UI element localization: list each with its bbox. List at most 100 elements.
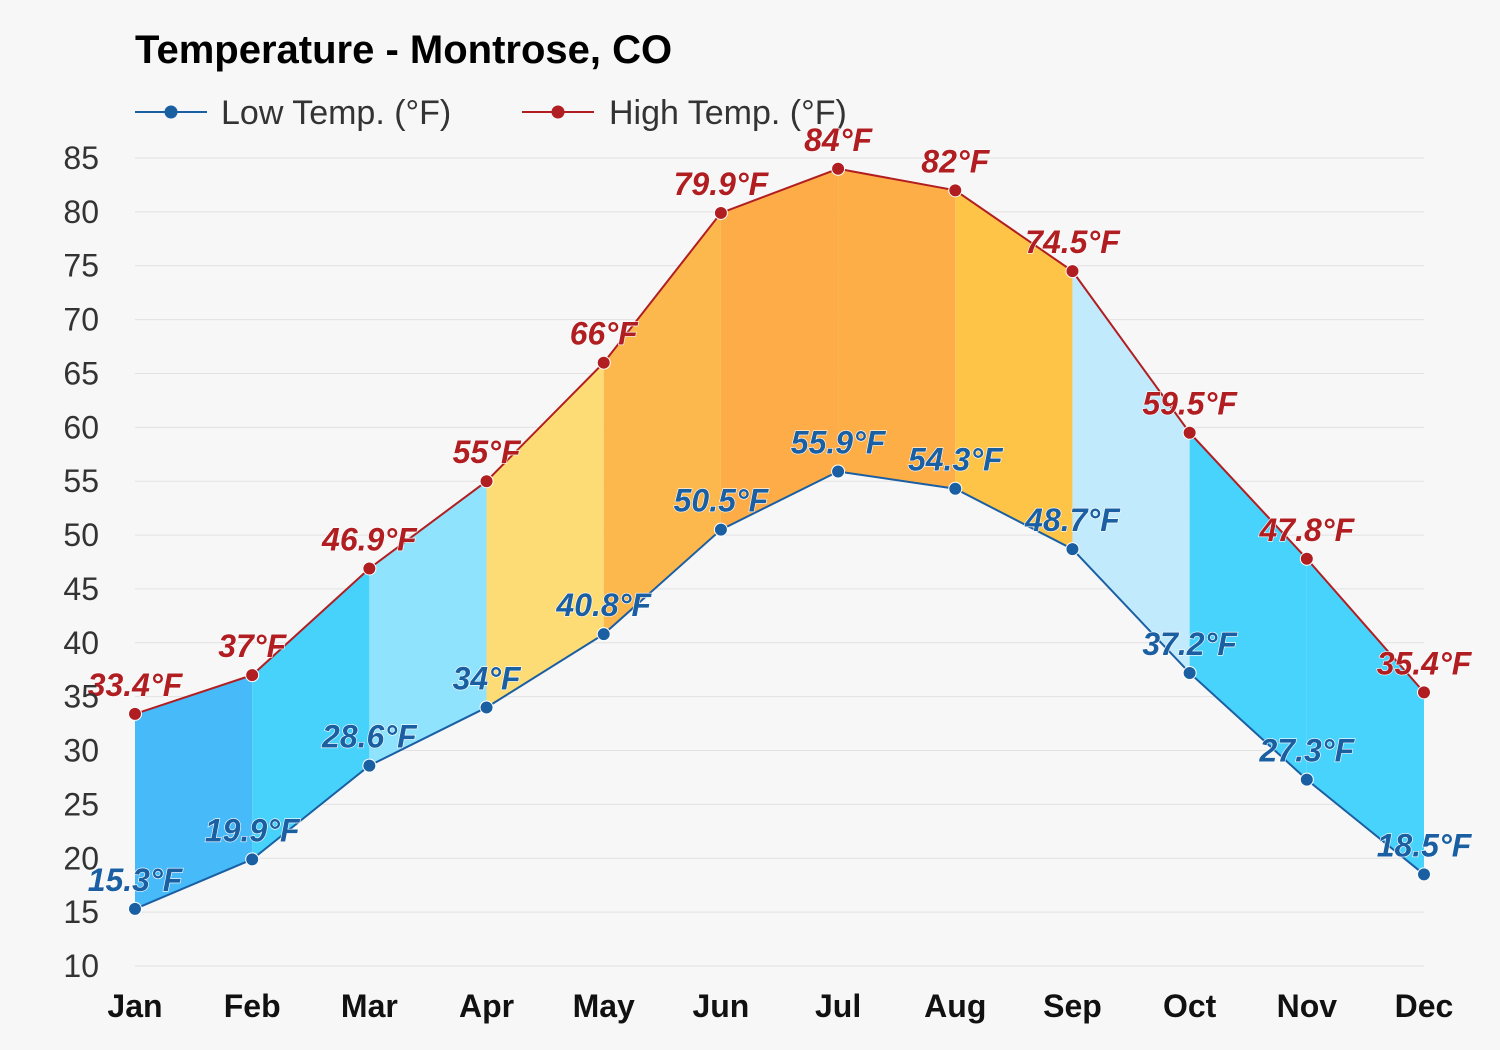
low-label-jul: 55.9°F — [791, 425, 887, 461]
band-sep — [1072, 271, 1190, 673]
legend-high: High Temp. (°F) — [522, 94, 847, 132]
band-jun — [720, 168, 839, 530]
y-tick-label: 20 — [63, 840, 99, 876]
band-may — [603, 212, 721, 635]
y-tick-label: 85 — [63, 140, 99, 176]
x-tick-label-jan: Jan — [107, 988, 162, 1024]
low-label-oct: 37.2°F — [1142, 626, 1238, 662]
y-axis: 10 15 20 25 30 35 40 45 50 55 60 65 70 75 80 85 — [63, 140, 99, 984]
low-point-apr — [479, 700, 494, 715]
high-label-jun: 79.9°F — [674, 166, 770, 202]
y-tick-label: 45 — [63, 571, 99, 607]
high-label-nov: 47.8°F — [1259, 512, 1356, 548]
low-point-aug — [948, 481, 963, 496]
x-tick-label-mar: Mar — [341, 988, 398, 1024]
legend-low: Low Temp. (°F) — [135, 94, 451, 132]
high-temp-line — [134, 167, 1425, 715]
band-nov — [1306, 558, 1424, 875]
y-tick-label: 70 — [63, 302, 99, 338]
y-tick-label: 25 — [63, 786, 99, 822]
high-label-oct: 59.5°F — [1142, 386, 1238, 422]
temperature-bands — [135, 168, 1424, 909]
x-tick-label-feb: Feb — [224, 988, 281, 1024]
x-tick-label-sep: Sep — [1043, 988, 1102, 1024]
low-point-mar — [362, 758, 377, 773]
high-point-jan — [128, 706, 142, 721]
legend-low-marker — [164, 105, 178, 119]
x-tick-label-dec: Dec — [1395, 988, 1454, 1024]
y-tick-label: 40 — [63, 625, 99, 661]
y-tick-label: 75 — [63, 248, 99, 284]
low-label-nov: 27.3°F — [1259, 733, 1356, 769]
high-label-apr: 55°F — [453, 434, 522, 470]
high-point-dec — [1417, 685, 1431, 700]
legend-high-text: High Temp. (°F) — [609, 94, 847, 132]
high-point-nov — [1299, 551, 1314, 566]
high-point-aug — [948, 183, 963, 198]
high-label-feb: 37°F — [218, 628, 287, 664]
low-point-oct — [1182, 665, 1197, 680]
y-tick-label: 50 — [63, 517, 99, 553]
x-tick-label-aug: Aug — [924, 988, 986, 1024]
high-label-may: 66°F — [570, 316, 639, 352]
low-label-aug: 54.3°F — [908, 442, 1004, 478]
legend-high-marker — [551, 105, 565, 119]
x-tick-label-apr: Apr — [459, 988, 514, 1024]
y-tick-label: 35 — [63, 679, 99, 715]
high-label-dec: 35.4°F — [1377, 645, 1473, 681]
y-tick-label: 10 — [63, 948, 99, 984]
x-tick-label-may: May — [573, 988, 635, 1024]
low-label-dec: 18.5°F — [1377, 827, 1473, 863]
data-labels: 15.3°F 19.9°F 28.6°F 34°F 40.8°F 50.5°F 55.9°F… — [87, 121, 1473, 898]
low-point-jul — [831, 464, 846, 479]
band-jul — [838, 168, 956, 489]
low-point-may — [596, 627, 611, 642]
band-aug — [955, 190, 1073, 550]
high-label-jul: 84°F — [804, 122, 873, 158]
low-point-jan — [128, 901, 142, 916]
high-point-apr — [479, 474, 494, 489]
low-label-apr: 34°F — [453, 660, 522, 696]
high-point-may — [596, 355, 611, 370]
high-label-aug: 82°F — [921, 143, 990, 179]
band-mar — [369, 481, 487, 766]
low-point-nov — [1299, 772, 1314, 787]
high-point-oct — [1182, 425, 1197, 440]
x-tick-label-jun: Jun — [692, 988, 749, 1024]
y-tick-label: 55 — [63, 463, 99, 499]
low-label-may: 40.8°F — [555, 587, 652, 623]
low-label-sep: 48.7°F — [1024, 502, 1121, 538]
legend: Low Temp. (°F) High Temp. (°F) — [135, 94, 847, 132]
x-tick-label-nov: Nov — [1277, 988, 1338, 1024]
x-tick-label-oct: Oct — [1163, 988, 1217, 1024]
x-axis: Jan Feb Mar Apr May Jun Jul Aug Sep Oct Nov Dec — [107, 988, 1453, 1024]
high-label-sep: 74.5°F — [1025, 224, 1121, 260]
high-label-mar: 46.9°F — [321, 521, 418, 557]
series-points — [128, 161, 1431, 916]
low-point-dec — [1417, 867, 1431, 882]
high-point-sep — [1065, 264, 1080, 279]
band-feb — [252, 568, 370, 860]
series-lines — [134, 167, 1425, 910]
low-point-sep — [1065, 542, 1080, 557]
y-tick-label: 60 — [63, 409, 99, 445]
y-tick-label: 30 — [63, 733, 99, 769]
high-point-feb — [245, 668, 260, 683]
low-label-mar: 28.6°F — [321, 719, 418, 755]
low-label-jan: 15.3°F — [88, 862, 184, 898]
y-tick-label: 80 — [63, 194, 99, 230]
high-point-jul — [831, 161, 846, 176]
legend-low-text: Low Temp. (°F) — [221, 94, 451, 132]
chart-title: Temperature - Montrose, CO — [135, 28, 672, 72]
low-point-feb — [245, 852, 260, 867]
high-point-mar — [362, 561, 377, 576]
band-oct — [1189, 432, 1307, 780]
low-point-jun — [713, 522, 728, 537]
y-tick-label: 15 — [63, 894, 99, 930]
y-tick-label: 65 — [63, 355, 99, 391]
high-label-jan: 33.4°F — [88, 667, 184, 703]
low-label-feb: 19.9°F — [205, 812, 301, 848]
high-point-jun — [713, 205, 728, 220]
